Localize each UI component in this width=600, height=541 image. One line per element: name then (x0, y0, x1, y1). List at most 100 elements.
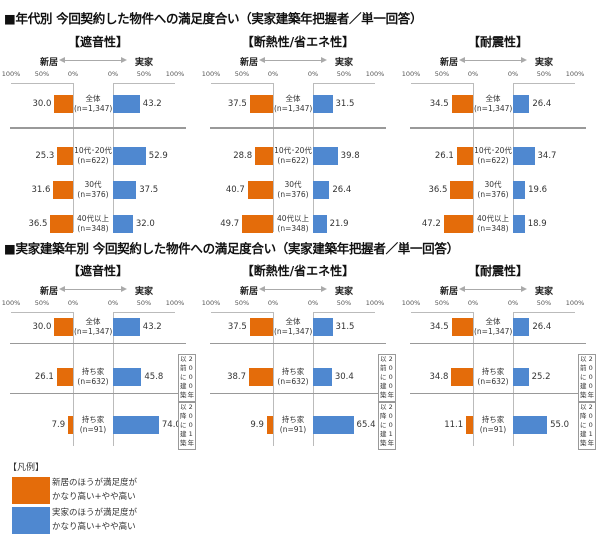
axis-tick-label: 50% (336, 70, 352, 78)
axis-tick-label: 50% (136, 299, 152, 307)
category-n: (n=91) (479, 425, 507, 434)
value-parent-home: 25.2 (531, 372, 551, 382)
category-n: (n=622) (477, 156, 509, 165)
build-year-col1: 以降に建築 (380, 403, 387, 447)
axis-tick-label: 100% (401, 70, 421, 78)
zero-line-left (273, 312, 274, 446)
side-label-new: 新居 (240, 287, 259, 297)
axis-line-left (11, 83, 73, 84)
axis-tick-label: 50% (434, 70, 450, 78)
category-name: 全体 (485, 317, 501, 326)
category-name: 40代以上 (76, 214, 110, 223)
axis-line-left (11, 312, 73, 313)
bar-parent-home (513, 95, 530, 113)
category-label: 10代･20代 (n=622) (274, 146, 312, 166)
bar-parent-home (513, 147, 535, 165)
bar-parent-home (113, 368, 142, 386)
axis-tick-label: 100% (201, 70, 221, 78)
category-n: (n=376) (477, 190, 509, 199)
axis-tick-label: 0% (507, 70, 519, 78)
bar-parent-home (513, 416, 548, 434)
category-label: 10代･20代 (n=622) (74, 146, 112, 166)
chart-panel: 【遮音性】 新居 実家 100% 50% 0% 0% 50% 100% 30.0 43.2 全体 (n=… (0, 262, 196, 450)
bar-new-home (249, 95, 273, 113)
category-name: 全体 (485, 94, 501, 103)
category-n: (n=1,347) (474, 327, 513, 336)
side-label-parent: 実家 (335, 287, 354, 297)
axis-tick-label: 0% (307, 299, 319, 307)
bidirectional-arrow-icon (59, 286, 127, 292)
category-name: 10代･20代 (74, 146, 112, 155)
panel-title: 【断熱性/省エネ性】 (241, 35, 355, 49)
axis-tick-label: 50% (234, 70, 250, 78)
legend-line2: かなり高い+やや高い (52, 522, 136, 532)
category-n: (n=1,347) (474, 104, 513, 113)
value-parent-home: 32.0 (135, 219, 155, 229)
axis-line-right (313, 312, 375, 313)
value-new-home: 30.0 (32, 322, 52, 332)
value-parent-home: 18.9 (527, 219, 547, 229)
category-name: 40代以上 (276, 214, 310, 223)
side-label-parent: 実家 (535, 287, 554, 297)
bar-parent-home (113, 147, 146, 165)
value-new-home: 34.5 (429, 99, 449, 109)
axis-line-right (513, 312, 575, 313)
bar-parent-home (313, 181, 330, 199)
bar-new-home (54, 95, 73, 113)
axis-line-left (411, 83, 473, 84)
value-new-home: 36.5 (28, 219, 48, 229)
group-separator (210, 343, 386, 344)
axis-tick-label: 100% (401, 299, 421, 307)
value-parent-home: 26.4 (532, 99, 552, 109)
panel-title: 【遮音性】 (67, 35, 128, 49)
bar-new-home (54, 318, 73, 336)
axis-tick-label: 0% (267, 70, 279, 78)
category-label: 40代以上 (n=348) (474, 214, 512, 234)
category-name: 持ち家 (281, 415, 305, 424)
category-label: 全体 (n=1,347) (74, 317, 112, 337)
bar-new-home (450, 181, 473, 199)
axis-tick-label: 0% (267, 299, 279, 307)
axis-line-right (113, 83, 175, 84)
bar-parent-home (513, 318, 530, 336)
value-parent-home: 31.5 (335, 322, 355, 332)
category-n: (n=1,347) (274, 327, 313, 336)
value-parent-home: 45.8 (144, 372, 164, 382)
bar-parent-home (313, 95, 333, 113)
category-label: 持ち家 (n=91) (474, 415, 512, 435)
bar-parent-home (313, 215, 327, 233)
value-new-home: 47.2 (421, 219, 441, 229)
value-new-home: 38.7 (227, 372, 247, 382)
bar-new-home (451, 368, 473, 386)
category-name: 持ち家 (81, 367, 105, 376)
bar-parent-home (113, 215, 133, 233)
axis-tick-label: 100% (565, 70, 585, 78)
category-label: 全体 (n=1,347) (274, 317, 312, 337)
bidirectional-arrow-icon (259, 57, 327, 63)
category-label: 40代以上 (n=348) (74, 214, 112, 234)
chart-panel: 【遮音性】 新居 実家 100% 50% 0% 0% 50% 100% 30.0 43.2 全体 (n=… (0, 33, 196, 234)
category-label: 全体 (n=1,347) (74, 94, 112, 114)
build-year-col1: 以前に建築 (580, 355, 587, 399)
zero-line-left (273, 83, 274, 232)
value-new-home: 37.5 (227, 322, 247, 332)
bar-new-home (56, 368, 73, 386)
axis-tick-label: 0% (67, 70, 79, 78)
panel-title: 【遮音性】 (67, 264, 128, 278)
value-parent-home: 30.4 (334, 372, 354, 382)
bidirectional-arrow-icon (59, 57, 127, 63)
category-n: (n=376) (277, 190, 309, 199)
zero-line-left (473, 312, 474, 446)
category-name: 30代 (284, 180, 302, 189)
axis-tick-label: 0% (107, 70, 119, 78)
axis-tick-label: 50% (136, 70, 152, 78)
value-parent-home: 55.0 (550, 420, 570, 430)
panel-title: 【耐震性】 (467, 264, 528, 278)
axis-tick-label: 50% (336, 299, 352, 307)
value-new-home: 11.1 (444, 420, 464, 430)
